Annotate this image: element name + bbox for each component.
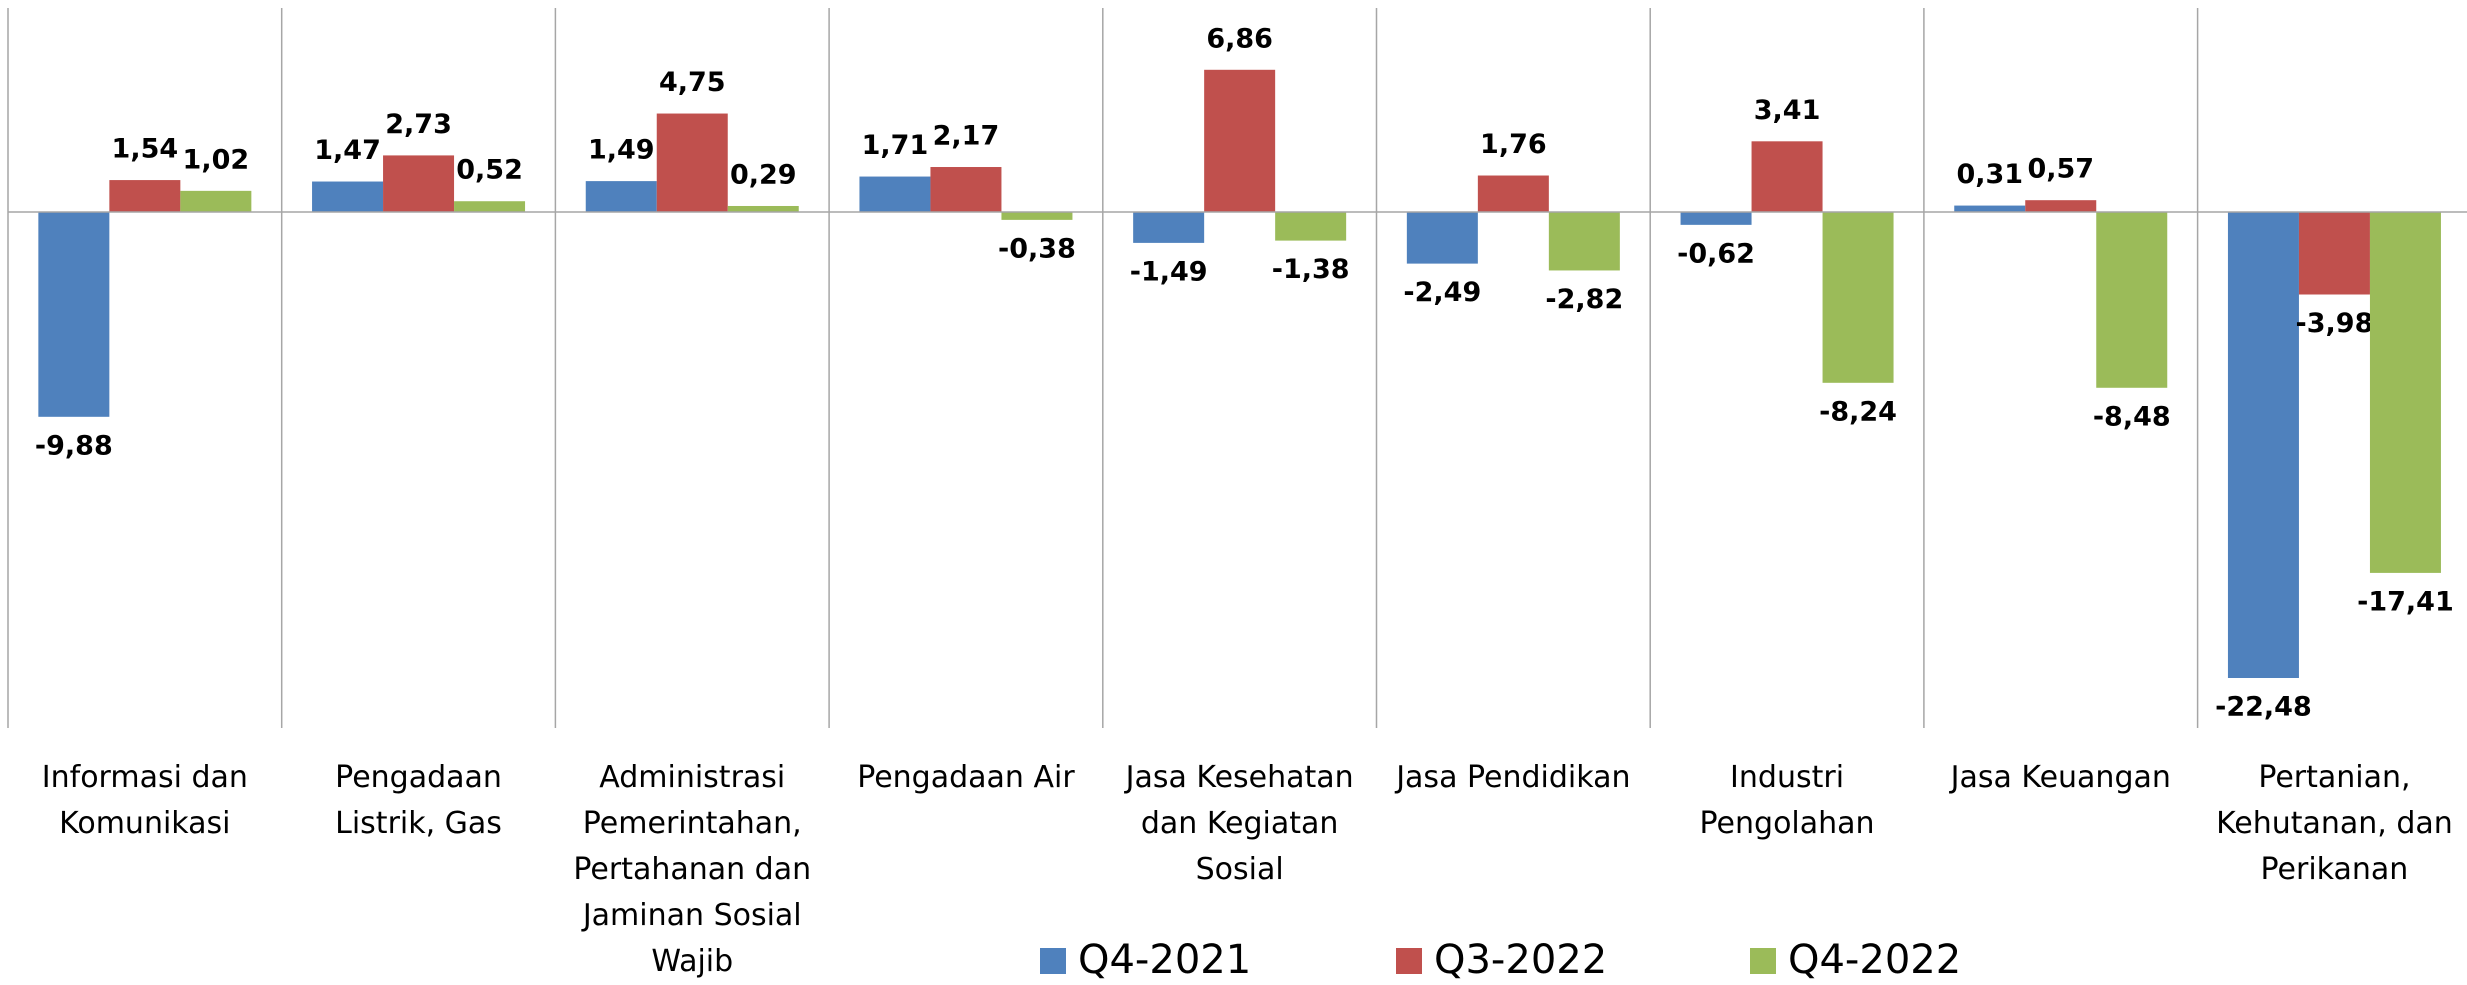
- data-label: -1,49: [1130, 256, 1208, 287]
- data-label: -2,82: [1545, 284, 1623, 315]
- data-label: 0,29: [730, 159, 797, 190]
- data-label: 1,76: [1480, 129, 1547, 160]
- x-tick-label: Informasi dan Komunikasi: [41, 760, 248, 841]
- x-tick-label: Jasa Keuangan: [1950, 760, 2171, 795]
- bar: [1680, 212, 1752, 225]
- legend-label: Q3-2022: [1434, 937, 1607, 981]
- data-label: -9,88: [35, 430, 113, 461]
- data-label: -17,41: [2357, 586, 2454, 617]
- legend-label: Q4-2021: [1078, 937, 1251, 981]
- bar: [1001, 212, 1073, 220]
- data-label: 0,57: [2027, 154, 2094, 185]
- x-tick-label: Administrasi Pemerintahan, Pertahanan da…: [573, 760, 812, 979]
- data-label: -0,38: [998, 233, 1076, 264]
- bar: [1548, 212, 1620, 271]
- data-label: -0,62: [1677, 238, 1755, 269]
- data-label: -8,48: [2093, 401, 2171, 432]
- data-label: 1,02: [183, 144, 250, 175]
- data-label: -3,98: [2296, 308, 2374, 339]
- bar: [2369, 212, 2441, 573]
- legend-swatch: [1396, 948, 1422, 974]
- data-label: 2,17: [933, 121, 1000, 152]
- bar: [383, 155, 455, 212]
- bar: [312, 181, 384, 212]
- data-label: 6,86: [1206, 23, 1273, 54]
- x-tick-label: Pengadaan Air: [857, 760, 1075, 795]
- data-label: 1,49: [588, 135, 655, 166]
- data-label: -2,49: [1403, 277, 1481, 308]
- x-tick-label: Jasa Pendidikan: [1396, 760, 1631, 795]
- bar: [1822, 212, 1894, 383]
- bar: [930, 167, 1002, 212]
- data-label: -1,38: [1272, 254, 1350, 285]
- data-label: -22,48: [2215, 692, 2312, 723]
- bar: [38, 212, 110, 417]
- bar: [727, 205, 799, 212]
- x-tick-label: Pengadaan Listrik, Gas: [335, 760, 502, 841]
- bar: [585, 181, 657, 212]
- bar: [1477, 175, 1549, 212]
- bar: [1133, 212, 1205, 243]
- bar: [2227, 212, 2299, 678]
- data-label: 1,71: [862, 130, 929, 161]
- bar: [2025, 200, 2097, 212]
- bar: [1204, 69, 1276, 212]
- x-tick-label: Jasa Kesehatan dan Kegiatan Sosial: [1125, 760, 1354, 887]
- x-tick-label: Industri Pengolahan: [1699, 760, 1875, 841]
- bar: [180, 190, 252, 212]
- legend-swatch: [1040, 948, 1066, 974]
- legend-label: Q4-2022: [1788, 937, 1961, 981]
- data-label: 1,54: [112, 134, 179, 165]
- data-label: 4,75: [659, 67, 726, 98]
- bar: [1751, 141, 1823, 212]
- legend-swatch: [1750, 948, 1776, 974]
- bar: [1954, 205, 2026, 212]
- bar: [2298, 212, 2370, 295]
- data-label: 2,73: [385, 109, 452, 140]
- data-label: 3,41: [1754, 95, 1821, 126]
- data-label: -8,24: [1819, 396, 1897, 427]
- bar: [656, 113, 728, 212]
- bar: [454, 201, 526, 212]
- bar: [1406, 212, 1478, 264]
- data-label: 1,47: [314, 135, 381, 166]
- x-tick-label: Pertanian, Kehutanan, dan Perikanan: [2216, 760, 2453, 887]
- bar: [2096, 212, 2168, 388]
- bar: [109, 180, 181, 212]
- data-label: 0,31: [1956, 159, 2023, 190]
- bar: [1275, 212, 1347, 241]
- data-label: 0,52: [456, 155, 523, 186]
- bar: [859, 176, 931, 212]
